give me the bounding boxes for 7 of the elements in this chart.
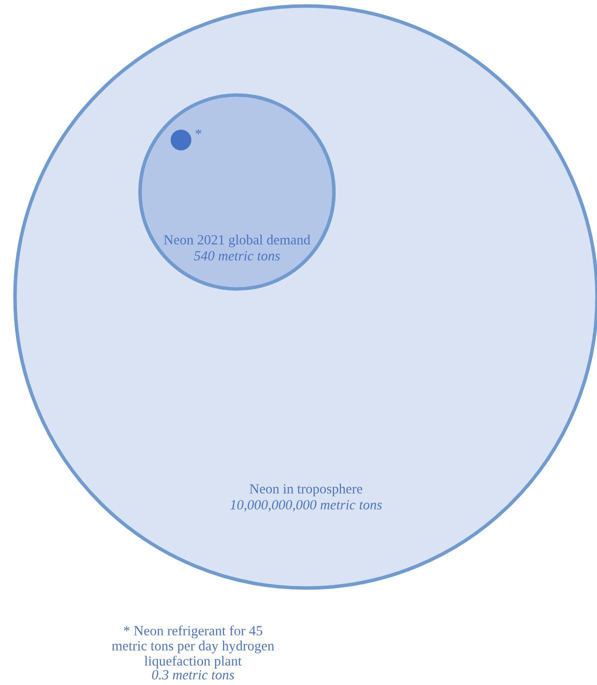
text: * [196,129,202,134]
data-label: 0.3 metric tons [152,670,234,680]
category-label: * Neon refrigerant for 45 metric tons per day hydrogen liquefaction plant [112,626,274,668]
category-label: Neon in troposphere [250,484,362,496]
data-label: 540 metric tons [194,251,280,260]
category-label: Neon 2021 global demand [164,234,310,248]
data-label: 10,000,000,000 metric tons [230,500,382,512]
